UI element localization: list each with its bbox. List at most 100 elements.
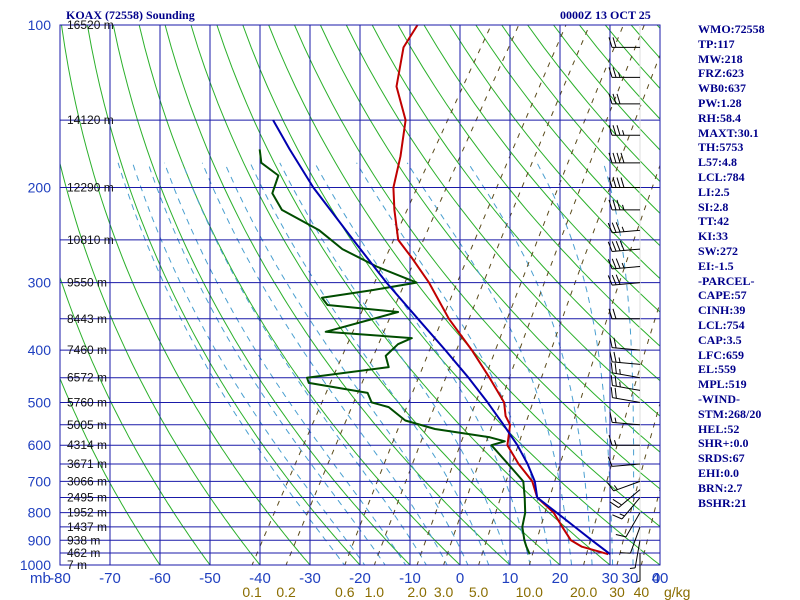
wind-barb — [608, 435, 640, 446]
temperature-tick-label: -10 — [399, 570, 421, 587]
mixing-ratio-line — [344, 25, 567, 565]
barb-feather — [620, 152, 625, 163]
wind-barb — [609, 337, 641, 351]
index-item: EL:559 — [698, 362, 737, 377]
barb-half-feather — [619, 513, 625, 517]
height-label: 4314 m — [67, 438, 107, 452]
barb-feather — [615, 274, 621, 285]
index-item: PW:1.28 — [698, 95, 742, 110]
moist-adiabat — [467, 162, 593, 565]
height-label: 938 m — [67, 533, 100, 547]
barb-half-feather — [618, 72, 621, 78]
height-label: 3671 m — [67, 457, 107, 471]
mixing-ratio-label: 10.0 — [516, 584, 543, 600]
wind-barb — [612, 497, 641, 520]
wind-barb — [607, 240, 641, 253]
wind-barb — [615, 512, 641, 538]
moist-adiabat — [147, 162, 386, 565]
mixing-ratio-label: 2.0 — [407, 584, 427, 600]
wind-barb — [609, 412, 641, 426]
barb-feather — [615, 222, 621, 233]
moist-adiabat — [132, 162, 366, 565]
barb-feather — [611, 274, 617, 285]
mixing-ratio-line — [478, 53, 660, 565]
moist-adiabat — [356, 162, 552, 565]
wind-barb — [607, 456, 641, 467]
barb-staff — [612, 361, 641, 365]
moist-adiabat — [164, 162, 407, 565]
temperature-tick-label: -80 — [49, 570, 71, 587]
index-item: LI:2.5 — [698, 184, 730, 199]
wind-barb — [607, 222, 641, 234]
index-item: CAP:3.5 — [698, 332, 742, 347]
barb-staff — [612, 229, 641, 234]
height-label: 6572 m — [67, 371, 107, 385]
barb-half-feather — [614, 417, 617, 423]
wind-barb — [609, 489, 641, 508]
temperature-tick-label: -70 — [99, 570, 121, 587]
dry-adiabat — [216, 25, 611, 565]
barb-feather — [612, 152, 617, 163]
index-item: WB0:637 — [698, 81, 746, 96]
barb-feather — [608, 67, 613, 78]
barb-half-feather — [621, 226, 625, 232]
barb-staff — [612, 397, 641, 403]
barb-staff — [612, 248, 641, 253]
barb-feather — [611, 258, 617, 269]
pressure-tick-label: 400 — [28, 342, 52, 358]
indices-panel: WMO:72558 TP:117 MW:218 FRZ:623 WB0:637 PW:1.… — [698, 22, 798, 510]
speed-tick-label: 0 — [652, 570, 660, 587]
barb-feather — [608, 152, 613, 163]
wind-barb — [608, 93, 640, 105]
pressure-unit-label: mb — [30, 570, 51, 587]
pressure-tick-label: 500 — [28, 394, 52, 410]
barb-feather — [611, 222, 617, 233]
height-label: 1952 m — [67, 506, 107, 520]
index-item: KI:33 — [698, 229, 728, 244]
index-item: LCL:754 — [698, 317, 745, 332]
barb-feather — [613, 337, 617, 349]
index-item: LCL:784 — [698, 169, 745, 184]
chart-title: KOAX (72558) Sounding — [66, 8, 195, 22]
mixing-ratio-label: 20.0 — [570, 584, 597, 600]
index-item: SW:272 — [698, 243, 739, 258]
dry-adiabat — [60, 275, 211, 565]
index-item: SRDS:67 — [698, 451, 745, 466]
moist-adiabat — [201, 162, 448, 565]
barb-half-feather — [613, 485, 618, 490]
dewpoint-profile — [258, 149, 531, 555]
plot-frame — [59, 24, 661, 566]
dry-adiabat — [164, 25, 511, 565]
index-item: WMO:72558 — [698, 22, 765, 36]
dry-adiabat — [268, 25, 660, 528]
index-item: LFC:659 — [698, 347, 744, 362]
barb-feather — [616, 177, 621, 188]
wind-barb — [608, 37, 640, 48]
wind-barb — [610, 362, 641, 379]
barb-feather — [612, 125, 617, 136]
wind-barb — [608, 177, 640, 189]
barb-feather — [614, 387, 617, 399]
mixing-ratio-label: 0.1 — [242, 584, 262, 600]
height-label: 462 m — [67, 546, 100, 560]
moist-adiabat — [117, 162, 345, 565]
mixing-ratio-label: 0.2 — [276, 584, 296, 600]
barb-feather — [609, 337, 613, 348]
mixing-ratio-line — [583, 301, 660, 565]
barb-feather — [609, 501, 619, 508]
barb-feather — [607, 275, 613, 286]
index-item: MW:218 — [698, 51, 743, 66]
barb-half-feather — [629, 567, 636, 569]
index-item: -WIND- — [698, 391, 740, 406]
barb-feather — [612, 67, 617, 78]
barb-feather — [619, 552, 631, 554]
index-item: HEL:52 — [698, 421, 740, 436]
dry-adiabat — [371, 25, 660, 382]
barb-feather — [610, 362, 613, 373]
wind-barb — [607, 258, 641, 270]
moist-adiabat — [224, 162, 469, 565]
barb-staff — [613, 480, 641, 492]
moist-adiabat — [406, 162, 573, 565]
wind-barb-column — [607, 25, 641, 583]
